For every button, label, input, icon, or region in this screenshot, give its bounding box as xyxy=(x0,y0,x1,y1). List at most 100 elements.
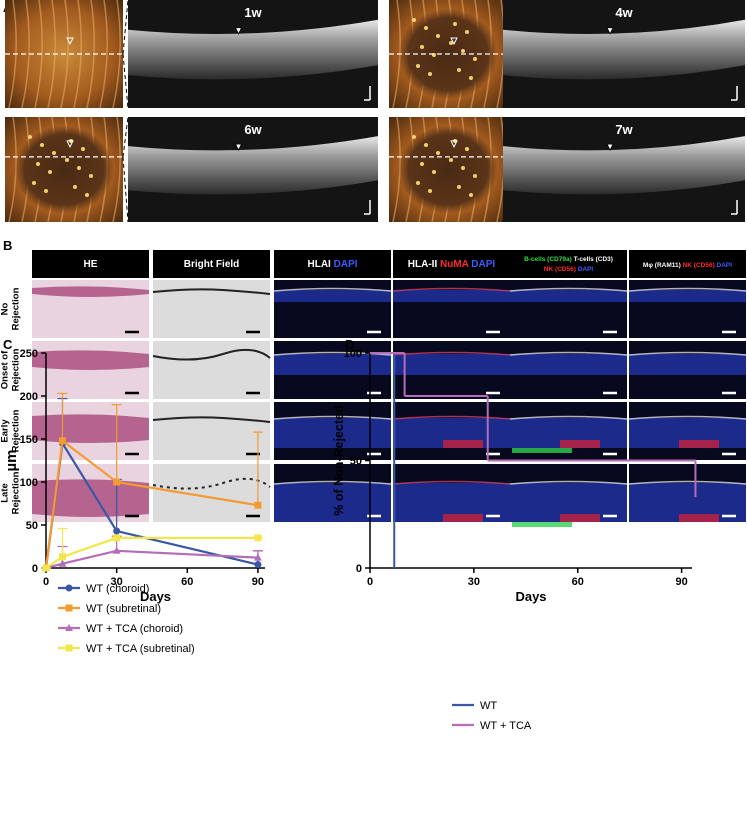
lesion-spot xyxy=(412,135,416,139)
lesion-spot xyxy=(416,64,420,68)
lesion-spot xyxy=(428,189,432,193)
y-tick-label: 50 xyxy=(350,456,362,468)
marker xyxy=(42,564,50,572)
arrowhead xyxy=(234,143,243,151)
lesion-spot xyxy=(420,162,424,166)
red-stain xyxy=(443,440,483,448)
lesion-spot xyxy=(465,30,469,34)
y-axis-label: µm xyxy=(3,450,20,472)
stain-line xyxy=(392,415,511,420)
lesion-spot xyxy=(85,193,89,197)
marker xyxy=(65,584,73,592)
x-tick-label: 0 xyxy=(43,576,49,588)
x-tick-label: 90 xyxy=(675,576,687,588)
x-tick-label: 0 xyxy=(367,576,373,588)
stain-line xyxy=(509,415,628,420)
header-segment: DAPI xyxy=(471,259,495,270)
x-axis-label: Days xyxy=(515,589,546,604)
connector xyxy=(122,116,129,157)
lesion xyxy=(14,125,114,214)
stain-line xyxy=(628,415,747,420)
header-segment: Bright Field xyxy=(184,259,240,270)
column-header: Mφ (RAM11) NK (CD56) DAPI xyxy=(643,262,732,269)
lesion-spot xyxy=(424,26,428,30)
red-stain xyxy=(560,440,600,448)
lesion-spot xyxy=(416,181,420,185)
y-tick-label: 100 xyxy=(20,477,38,489)
column-header: Bright Field xyxy=(184,259,240,270)
x-axis-label: Days xyxy=(140,589,171,604)
red-stain xyxy=(443,514,483,522)
fundus-vessel xyxy=(60,0,69,109)
stain-line xyxy=(392,351,511,356)
lesion-spot xyxy=(36,162,40,166)
legend-label: WT (choroid) xyxy=(86,583,149,595)
column-header-bg xyxy=(32,250,149,278)
stain-line xyxy=(392,480,511,485)
lesion-spot xyxy=(65,158,69,162)
nuclei-band xyxy=(393,354,510,375)
tissue xyxy=(32,414,149,443)
stain-line xyxy=(509,351,628,356)
x-tick-label: 30 xyxy=(468,576,480,588)
lesion-spot xyxy=(428,72,432,76)
series-line xyxy=(45,549,258,570)
timepoint-label: 1w xyxy=(244,5,262,20)
oct-retina xyxy=(128,136,378,195)
lesion-spot xyxy=(453,22,457,26)
stain-line xyxy=(273,287,392,292)
panel-label: B xyxy=(3,238,12,253)
x-tick-label: 30 xyxy=(111,576,123,588)
stain-line xyxy=(628,351,747,356)
lesion xyxy=(398,125,498,214)
arrowhead xyxy=(234,27,243,35)
oct-retina xyxy=(503,136,745,195)
y-tick-label: 100 xyxy=(344,348,362,360)
lesion-spot xyxy=(457,68,461,72)
connector xyxy=(122,0,129,55)
micrograph xyxy=(153,464,270,522)
row-label: Rejection xyxy=(11,287,22,330)
red-stain xyxy=(560,514,600,522)
column-header: HLAI DAPI xyxy=(307,259,357,270)
row-label: Rejection xyxy=(11,471,22,514)
y-tick-label: 200 xyxy=(20,391,38,403)
lesion-spot xyxy=(473,174,477,178)
stain-line xyxy=(392,287,511,292)
oct-retina xyxy=(128,19,378,80)
nuclei-band xyxy=(393,290,510,302)
row-label: Rejection xyxy=(11,409,22,452)
fundus-vessel xyxy=(112,116,121,223)
header-segment: DAPI xyxy=(578,266,594,273)
y-axis-label: % of Non-Rejected xyxy=(332,405,346,515)
lesion-spot xyxy=(436,34,440,38)
header-segment: DAPI xyxy=(717,262,733,269)
marker xyxy=(65,624,73,631)
stain-line xyxy=(273,480,392,485)
micrograph xyxy=(153,402,270,460)
nuclei-band xyxy=(510,290,627,302)
row-label: Early xyxy=(0,419,11,443)
legend-label: WT + TCA (choroid) xyxy=(86,623,183,635)
tissue xyxy=(32,479,149,517)
marker xyxy=(112,546,121,554)
nuclei-band xyxy=(274,290,391,302)
stain-line xyxy=(628,480,747,485)
marker xyxy=(113,527,121,535)
timepoint-label: 7w xyxy=(615,122,633,137)
legend-label: WT (subretinal) xyxy=(86,603,161,615)
pigment-line xyxy=(152,288,271,295)
marker xyxy=(254,534,262,542)
lesion-spot xyxy=(449,158,453,162)
lesion-spot xyxy=(461,49,465,53)
header-segment: HLA-II xyxy=(408,259,440,270)
panel-b: HE Bright Field HLAI DAPI HLA-II NuMA DAPI B… xyxy=(0,250,747,527)
x-tick-label: 90 xyxy=(252,576,264,588)
red-stain xyxy=(679,440,719,448)
arrowhead xyxy=(66,37,74,46)
marker xyxy=(65,604,73,612)
y-tick-label: 0 xyxy=(356,563,362,575)
marker xyxy=(58,559,67,567)
column-header-bg xyxy=(153,250,270,278)
